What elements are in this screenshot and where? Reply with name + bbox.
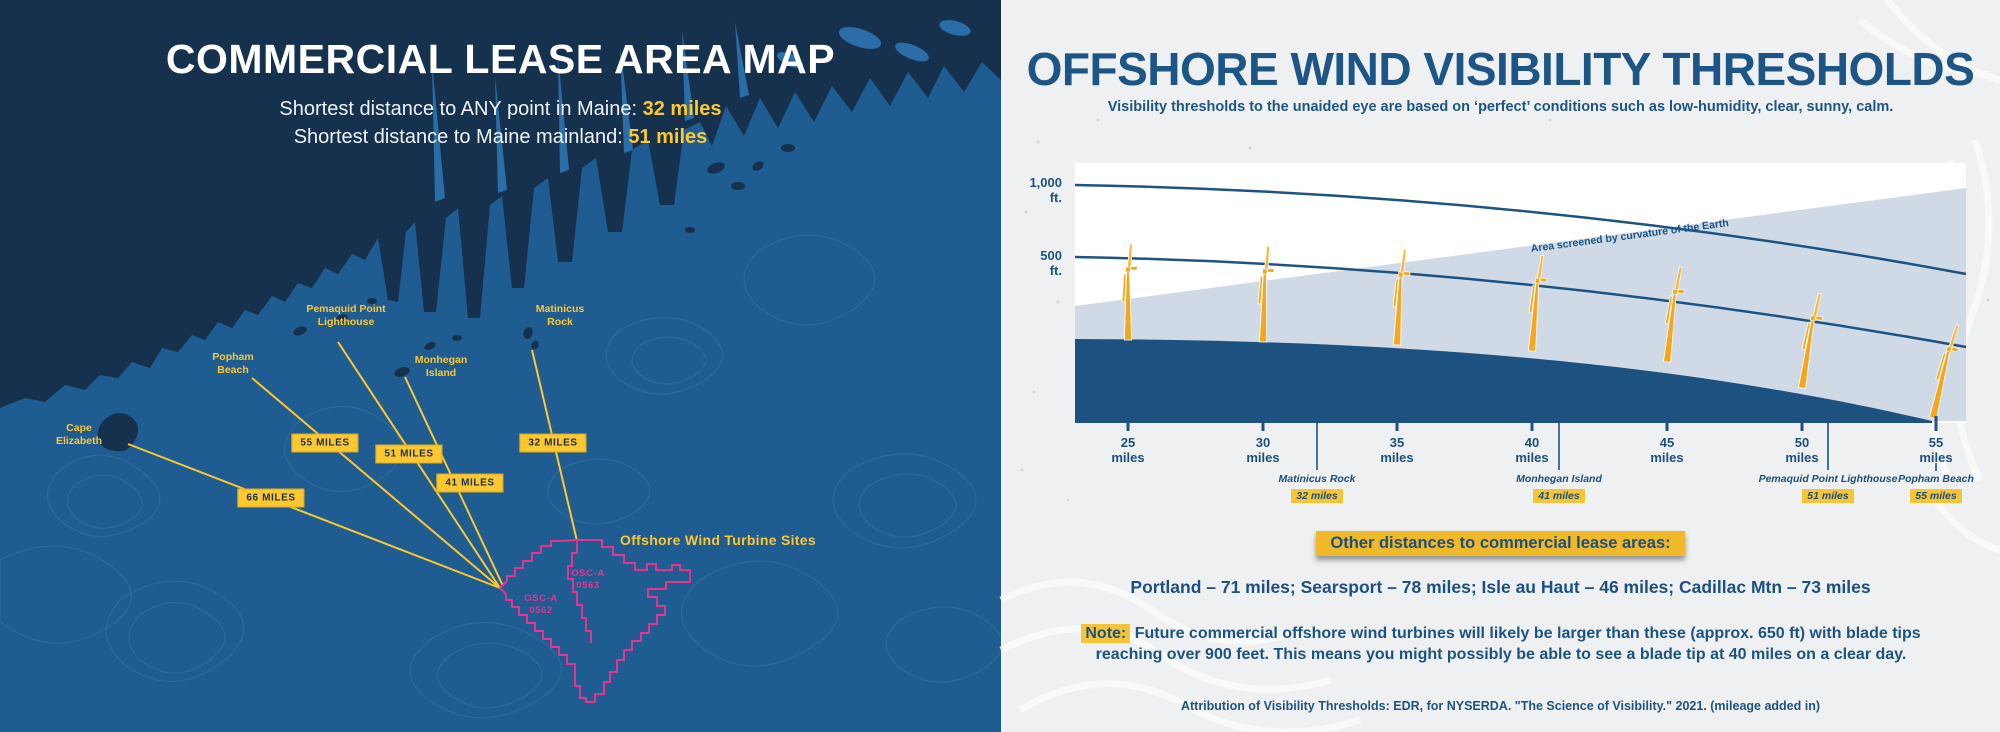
- lease-block-0563-label: OSC-A 0563: [571, 568, 605, 591]
- badge-51-miles: 51 MILES: [375, 444, 443, 464]
- line-500ft: [1074, 255, 1967, 349]
- label-monhegan-island: Monhegan Island: [414, 354, 468, 379]
- other-distances-line: Portland – 71 miles; Searsport – 78 mile…: [1130, 577, 1871, 597]
- tick-25-miles: 25 miles: [1111, 435, 1145, 465]
- badge-32-miles: 32 MILES: [519, 433, 587, 453]
- chip-41-miles: 41 miles: [1533, 489, 1585, 503]
- callout-monhegan-miles: 41 miles: [1479, 486, 1639, 504]
- callout-pemaquid-name: Pemaquid Point Lighthouse: [1758, 473, 1898, 485]
- subtitle-2-value: 51 miles: [628, 126, 708, 148]
- matinicus-rock-dot: [523, 327, 533, 339]
- diagram-title: OFFSHORE WIND VISIBILITY THRESHOLDS: [1026, 43, 1975, 95]
- visibility-diagram-panel: [999, 0, 2000, 732]
- lease-area-outline: [498, 539, 691, 703]
- distance-line-pemaquid: [337, 341, 501, 589]
- lease-area-divider: [567, 541, 592, 643]
- badge-66-miles: 66 MILES: [237, 488, 305, 508]
- tick-30-miles: 30 miles: [1246, 435, 1280, 465]
- line-1000ft: [1074, 183, 1967, 276]
- coastal-bays: [432, 20, 971, 202]
- turbine-sites-label: Offshore Wind Turbine Sites: [620, 532, 816, 548]
- chip-51-miles: 51 miles: [1802, 489, 1854, 503]
- label-matinicus-rock: Matinicus Rock: [535, 303, 585, 328]
- other-distances-header-text: Other distances to commercial lease area…: [1316, 531, 1685, 556]
- chip-55-miles: 55 miles: [1910, 489, 1962, 503]
- tick-55-miles: 55 miles: [1919, 435, 1953, 465]
- attribution: Attribution of Visibility Thresholds: ED…: [1180, 699, 1821, 713]
- callout-popham-miles: 55 miles: [1866, 486, 2000, 504]
- speckles: [1020, 118, 1990, 502]
- map-title: COMMERCIAL LEASE AREA MAP: [165, 36, 836, 82]
- lease-block-0562-label: OSC-A 0562: [524, 593, 558, 616]
- callout-popham-name: Popham Beach: [1898, 473, 1974, 485]
- tick-50-miles: 50 miles: [1785, 435, 1819, 465]
- badge-55-miles: 55 MILES: [291, 433, 359, 453]
- note-label: Note:: [1081, 624, 1131, 643]
- callout-matinicus-miles: 32 miles: [1237, 486, 1397, 504]
- callout-lines: [1316, 416, 1937, 471]
- badge-41-miles: 41 MILES: [436, 473, 504, 493]
- subtitle-1-value: 32 miles: [642, 98, 722, 120]
- callout-pemaquid-miles: 51 miles: [1738, 486, 1918, 504]
- note-block: Note: Future commercial offshore wind tu…: [1080, 623, 1922, 666]
- axis-label-500ft: 500 ft.: [1040, 248, 1062, 278]
- tick-35-miles: 35 miles: [1380, 435, 1414, 465]
- ocean-band: [1075, 339, 1932, 423]
- map-subtitle-1: Shortest distance to ANY point in Maine:…: [0, 98, 1001, 121]
- monhegan-island-dot: [394, 367, 410, 377]
- bathymetry-contours: [0, 234, 1001, 719]
- callout-monhegan-name: Monhegan Island: [1516, 473, 1602, 485]
- label-pemaquid-point: Pemaquid Point Lighthouse: [306, 303, 386, 328]
- chip-32-miles: 32 miles: [1291, 489, 1343, 503]
- axis-label-1000ft: 1,000 ft.: [1029, 175, 1062, 205]
- callout-matinicus-name: Matinicus Rock: [1278, 473, 1356, 485]
- mile-ticks: [1126, 416, 1938, 431]
- other-distances-header: Other distances to commercial lease area…: [1001, 531, 2000, 556]
- maine-coast-map: [0, 0, 1001, 732]
- label-popham-beach: Popham Beach: [212, 351, 254, 376]
- tick-45-miles: 45 miles: [1650, 435, 1684, 465]
- subtitle-1-text: Shortest distance to ANY point in Maine:: [279, 98, 643, 120]
- subtitle-2-text: Shortest distance to Maine mainland:: [293, 126, 629, 148]
- distance-line-popham-beach: [251, 377, 501, 589]
- tick-40-miles: 40 miles: [1515, 435, 1549, 465]
- map-subtitle-2: Shortest distance to Maine mainland: 51 …: [0, 126, 1001, 149]
- distance-line-cape-elizabeth: [127, 443, 501, 589]
- altitude-lines: [1074, 183, 1967, 349]
- diagram-subtitle: Visibility thresholds to the unaided eye…: [1107, 99, 1894, 115]
- note-text: Future commercial offshore wind turbines…: [1095, 625, 1921, 664]
- label-cape-elizabeth: Cape Elizabeth: [55, 422, 103, 447]
- islands: [97, 144, 795, 452]
